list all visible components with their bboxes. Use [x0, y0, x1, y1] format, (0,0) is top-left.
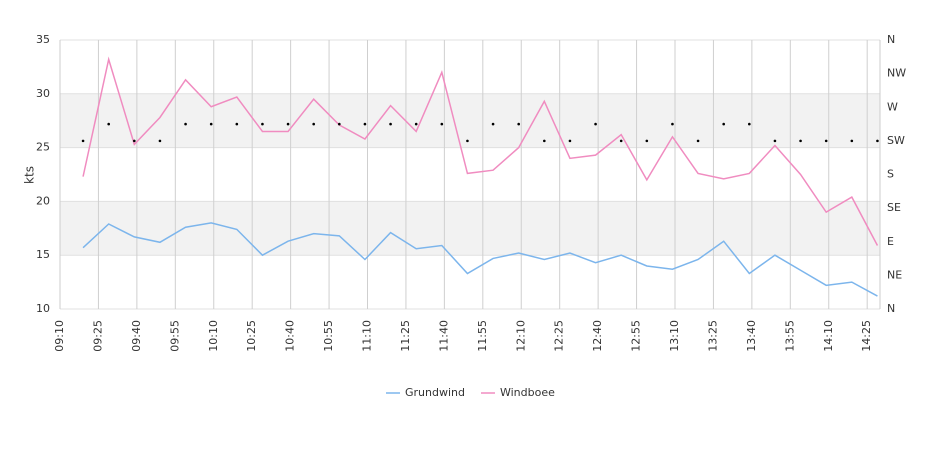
y2-tick-label: S	[887, 168, 894, 181]
direction-dot	[722, 122, 725, 126]
direction-dot	[773, 139, 777, 143]
direction-dot	[799, 139, 802, 143]
direction-dot	[440, 122, 444, 126]
x-tick-label: 12:40	[591, 320, 604, 352]
band	[60, 201, 880, 256]
x-tick-label: 10:10	[207, 320, 220, 352]
y2-tick-label: SW	[887, 134, 905, 147]
direction-dot	[286, 122, 290, 126]
x-tick-label: 12:10	[514, 320, 527, 352]
y-tick-label: 15	[36, 248, 50, 261]
direction-dot	[414, 122, 418, 126]
direction-dot	[645, 139, 649, 143]
x-tick-label: 09:40	[130, 320, 143, 352]
y-tick-label: 20	[36, 194, 50, 207]
direction-dot	[389, 122, 392, 126]
y2-tick-label: N	[887, 33, 895, 46]
x-tick-label: 11:10	[361, 320, 374, 352]
direction-dot	[850, 139, 854, 143]
direction-dot	[261, 122, 264, 126]
y2-tick-label: N	[887, 302, 895, 315]
legend-label: Windboee	[500, 386, 555, 399]
y-tick-label: 35	[36, 33, 50, 46]
x-tick-label: 11:40	[437, 320, 450, 352]
direction-dot	[235, 122, 239, 126]
y-tick-label: 10	[36, 302, 50, 315]
direction-dot	[184, 122, 187, 126]
direction-dot	[568, 139, 572, 143]
direction-dot	[594, 122, 597, 126]
direction-dot	[312, 122, 315, 126]
y-tick-label: 30	[36, 87, 50, 100]
x-tick-label: 12:25	[553, 320, 566, 352]
y2-tick-label: NE	[887, 268, 902, 281]
direction-dot	[81, 139, 85, 143]
direction-dot	[696, 139, 700, 143]
direction-dot	[671, 122, 674, 126]
x-tick-label: 12:55	[630, 320, 643, 352]
direction-dot	[517, 122, 520, 126]
direction-dot	[748, 122, 751, 126]
x-tick-label: 13:55	[783, 320, 796, 352]
legend-label: Grundwind	[405, 386, 465, 399]
direction-dot	[133, 139, 136, 143]
x-tick-label: 14:10	[822, 320, 835, 352]
direction-dot	[491, 122, 495, 126]
direction-dot	[543, 139, 546, 143]
x-tick-label: 13:25	[706, 320, 719, 352]
x-tick-label: 11:55	[476, 320, 489, 352]
x-tick-label: 14:25	[860, 320, 873, 352]
y2-tick-label: E	[887, 235, 894, 248]
direction-dot	[158, 139, 162, 143]
x-tick-label: 10:25	[245, 320, 258, 352]
x-tick-label: 11:25	[399, 320, 412, 352]
direction-dot	[466, 139, 469, 143]
band	[60, 93, 880, 148]
direction-dot	[363, 122, 367, 126]
series-line	[82, 56, 879, 246]
y2-tick-label: SE	[887, 201, 901, 214]
direction-dot	[876, 139, 879, 143]
y2-tick-label: W	[887, 100, 898, 113]
x-tick-label: 09:25	[91, 320, 104, 352]
y2-tick-label: NW	[887, 67, 906, 80]
direction-dot	[338, 122, 341, 126]
x-tick-label: 09:10	[53, 320, 66, 352]
y-tick-label: 25	[36, 141, 50, 154]
direction-dot	[107, 122, 110, 126]
y-axis-label: kts	[23, 166, 37, 184]
x-tick-label: 13:10	[668, 320, 681, 352]
direction-dot	[209, 122, 213, 126]
x-tick-label: 10:55	[322, 320, 335, 352]
x-tick-label: 10:40	[284, 320, 297, 352]
series-line	[82, 222, 878, 297]
x-tick-label: 13:40	[745, 320, 758, 352]
direction-dot	[619, 139, 623, 143]
direction-dot	[824, 139, 828, 143]
x-tick-label: 09:55	[168, 320, 181, 352]
